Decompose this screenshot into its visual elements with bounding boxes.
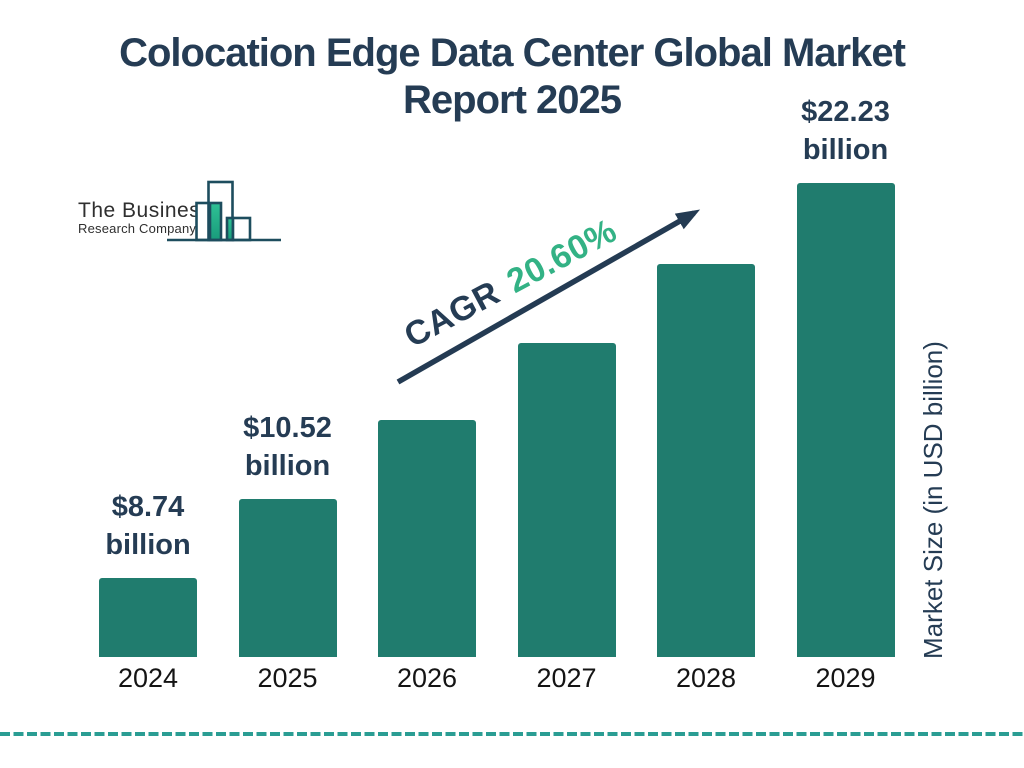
growth-arrow-icon: [396, 209, 701, 385]
bar-2024: [99, 578, 197, 657]
value-label-line: billion: [802, 134, 889, 166]
value-label-line: $10.52: [243, 412, 332, 444]
bar-2029: [796, 183, 895, 657]
value-label-line: billion: [244, 450, 331, 482]
value-label-line: $22.23: [801, 96, 890, 128]
bar-2025: [238, 499, 337, 657]
x-axis-label-2025: 2025: [257, 663, 318, 693]
y-axis-title: Market Size (in USD billion): [918, 341, 948, 659]
logo-bar-chart-icon: [167, 180, 281, 242]
x-axis-label-2026: 2026: [396, 663, 458, 693]
value-label-2024: $8.74 billion: [58, 488, 238, 564]
x-axis-label-2027: 2027: [536, 663, 597, 693]
chart-title: Colocation Edge Data Center Global Marke…: [0, 30, 1024, 124]
bottom-dashed-divider: [0, 732, 1024, 736]
chart-title-line-1: Colocation Edge Data Center Global Marke…: [119, 31, 906, 75]
bar-2027: [517, 343, 616, 657]
value-label-2025: $10.52 billion: [198, 409, 378, 485]
company-name: The Business: [78, 199, 212, 222]
bar-2028: [657, 264, 755, 657]
x-axis-label-2029: 2029: [815, 663, 876, 693]
x-axis-label-2024: 2024: [117, 663, 179, 693]
company-logo-text: The Business Research Company: [78, 199, 212, 236]
x-axis-label-2028: 2028: [675, 663, 737, 693]
company-name-subline: Research Company: [78, 221, 197, 236]
bar-2026: [378, 420, 476, 657]
value-label-line: $8.74: [111, 491, 185, 523]
chart-title-line-2: Report 2025: [403, 78, 622, 122]
value-label-line: billion: [105, 529, 191, 561]
value-label-2029: $22.23 billion: [756, 93, 936, 169]
